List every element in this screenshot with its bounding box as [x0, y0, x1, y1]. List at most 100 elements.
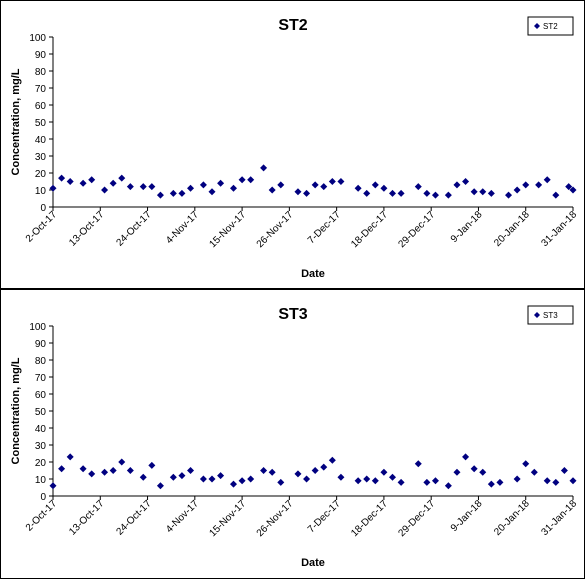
y-tick-label: 40	[35, 135, 47, 146]
st3-data-point	[462, 453, 470, 461]
y-tick-label: 30	[35, 441, 47, 452]
x-tick-label: 18-Dec-17	[349, 498, 390, 539]
st3-data-point	[328, 456, 336, 464]
legend: ST3	[527, 305, 574, 325]
st2-data-point	[543, 176, 551, 184]
st3-data-point	[277, 478, 285, 486]
x-tick-label: 20-Jan-18	[492, 498, 532, 538]
x-tick-label: 7-Dec-17	[306, 209, 343, 246]
st2-data-point	[479, 188, 487, 196]
st2-data-point	[453, 181, 461, 189]
st3-data-point	[118, 458, 126, 466]
st2-data-point	[101, 186, 109, 194]
st2-data-point	[118, 174, 126, 182]
x-tick-label: 24-Oct-17	[114, 209, 154, 249]
st2-data-point	[178, 189, 186, 197]
st3-chart: ST3 Concentration, mg/L Date 0 10 20 30 40 50 60 7…	[10, 305, 580, 569]
x-tick-label: 26-Nov-17	[255, 209, 296, 250]
y-tick-label: 20	[35, 169, 47, 180]
st2-data-point	[66, 178, 74, 185]
st3-data-point	[337, 473, 345, 481]
st2-data-point	[187, 184, 195, 192]
st3-data-point	[238, 477, 246, 485]
y-axis-label: Concentration, mg/L	[10, 357, 22, 464]
st2-data-point	[88, 176, 96, 184]
x-tick-label: 9-Jan-18	[449, 498, 485, 534]
st3-data-point	[109, 467, 117, 474]
st3-data-point	[208, 475, 216, 483]
y-tick-label: 10	[35, 186, 47, 197]
st2-data-point	[552, 191, 560, 199]
legend-label: ST2	[543, 22, 558, 31]
y-tick-label: 0	[40, 203, 46, 214]
st3-data-point	[79, 465, 87, 473]
st2-data-point	[199, 181, 207, 189]
st2-data-point	[487, 189, 495, 197]
y-tick-label: 90	[35, 50, 47, 61]
st3-data-point	[199, 475, 207, 483]
st2-data-point	[423, 189, 431, 197]
st2-data-point	[58, 174, 66, 182]
st2-data-point	[139, 183, 147, 191]
st2-data-point	[238, 176, 246, 184]
legend-box	[527, 305, 574, 325]
st3-data-point	[479, 468, 487, 476]
st2-data-point	[247, 176, 255, 184]
st3-data-point	[58, 465, 66, 473]
st2-data-point	[444, 191, 452, 199]
st2-data-point	[268, 186, 276, 194]
st2-data-point	[505, 191, 513, 199]
st3-data-point	[49, 482, 57, 490]
st2-chart-panel: ST2 Concentration, mg/L Date 0 10 20 30 40 50 60 7…	[0, 0, 585, 289]
st2-data-point	[363, 189, 371, 197]
st2-data-point	[320, 183, 328, 191]
x-tick-label: 31-Jan-18	[540, 209, 580, 249]
st3-data-point	[148, 461, 156, 469]
st2-data-point	[260, 164, 268, 172]
st3-data-point	[66, 453, 74, 461]
y-tick-label: 10	[35, 475, 47, 486]
st2-data-point	[431, 191, 439, 199]
st3-data-point	[453, 468, 461, 476]
st3-data-point	[229, 480, 237, 488]
st2-data-point	[380, 184, 388, 192]
st3-data-point	[303, 475, 311, 483]
st2-data-point	[126, 183, 134, 191]
y-axis-label: Concentration, mg/L	[10, 68, 22, 175]
x-tick-label: 7-Dec-17	[306, 498, 343, 535]
st2-data-point	[513, 186, 521, 194]
st3-data-point	[178, 472, 186, 480]
st2-data-point	[371, 181, 379, 189]
st3-chart-panel: ST3 Concentration, mg/L Date 0 10 20 30 40 50 60 7…	[0, 289, 585, 579]
st3-data-point	[543, 477, 551, 485]
y-tick-label: 100	[29, 33, 46, 44]
legend-box	[527, 16, 574, 36]
st3-data-point	[569, 477, 577, 485]
st3-data-point	[126, 467, 134, 474]
st3-data-point	[431, 477, 439, 485]
st2-data-point	[462, 178, 470, 185]
x-tick-label: 31-Jan-18	[540, 498, 580, 538]
y-tick-label: 80	[35, 356, 47, 367]
x-tick-label: 13-Oct-17	[67, 498, 107, 538]
st2-data-point	[354, 184, 362, 192]
legend-marker	[534, 312, 540, 318]
st2-data-point	[397, 189, 405, 197]
st2-data-point	[217, 179, 225, 187]
x-tick-label: 2-Oct-17	[24, 498, 60, 534]
st3-data-point	[496, 478, 504, 486]
legend: ST2	[527, 16, 574, 36]
st3-data-point	[522, 460, 530, 468]
st2-data-point	[208, 188, 216, 196]
st3-data-point	[139, 473, 147, 481]
x-tick-label: 24-Oct-17	[114, 498, 154, 538]
y-tick-label: 50	[35, 118, 47, 129]
st3-data-point	[294, 470, 302, 478]
st2-data-point	[229, 184, 237, 192]
st2-data-point	[311, 181, 319, 189]
x-tick-label: 4-Nov-17	[164, 498, 201, 535]
x-tick-label: 15-Nov-17	[207, 209, 248, 250]
x-tick-label: 4-Nov-17	[164, 209, 201, 246]
st3-data-point	[260, 467, 268, 474]
st2-data-point	[277, 181, 285, 189]
